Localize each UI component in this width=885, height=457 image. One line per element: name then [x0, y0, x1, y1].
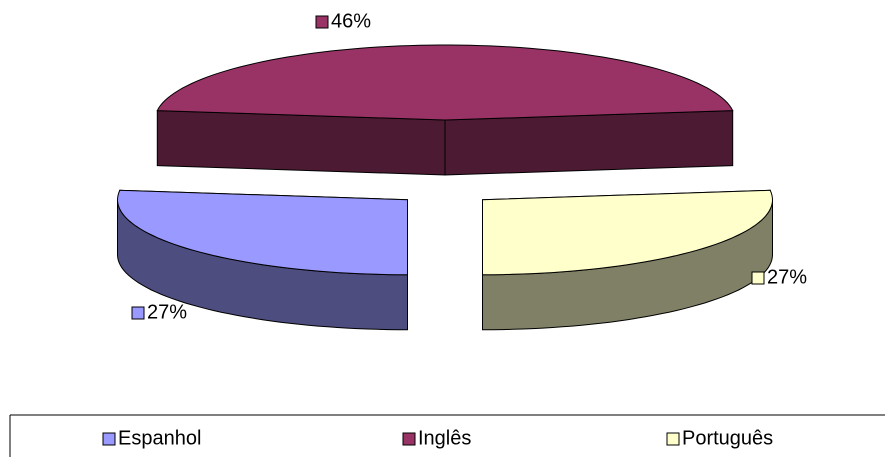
legend-swatch	[402, 432, 416, 446]
label-swatch	[751, 271, 765, 285]
label-swatch	[131, 306, 145, 320]
legend-swatch	[102, 432, 116, 446]
legend-label: Inglês	[418, 427, 471, 449]
pie	[116, 44, 774, 331]
legend-label: Português	[682, 427, 773, 449]
slice-side	[444, 110, 734, 176]
legend-label: Espanhol	[118, 427, 201, 449]
slice-side	[156, 110, 446, 176]
data-labels: 27% 46% 27%	[131, 10, 807, 323]
data-label: 46%	[331, 10, 371, 32]
legend: Espanhol Inglês Português	[9, 414, 885, 457]
slice	[482, 189, 774, 276]
data-label: 27%	[767, 266, 807, 288]
slice	[156, 44, 734, 121]
slice	[116, 189, 408, 276]
legend-swatch	[666, 432, 680, 446]
label-swatch	[315, 15, 329, 29]
data-label: 27%	[147, 301, 187, 323]
